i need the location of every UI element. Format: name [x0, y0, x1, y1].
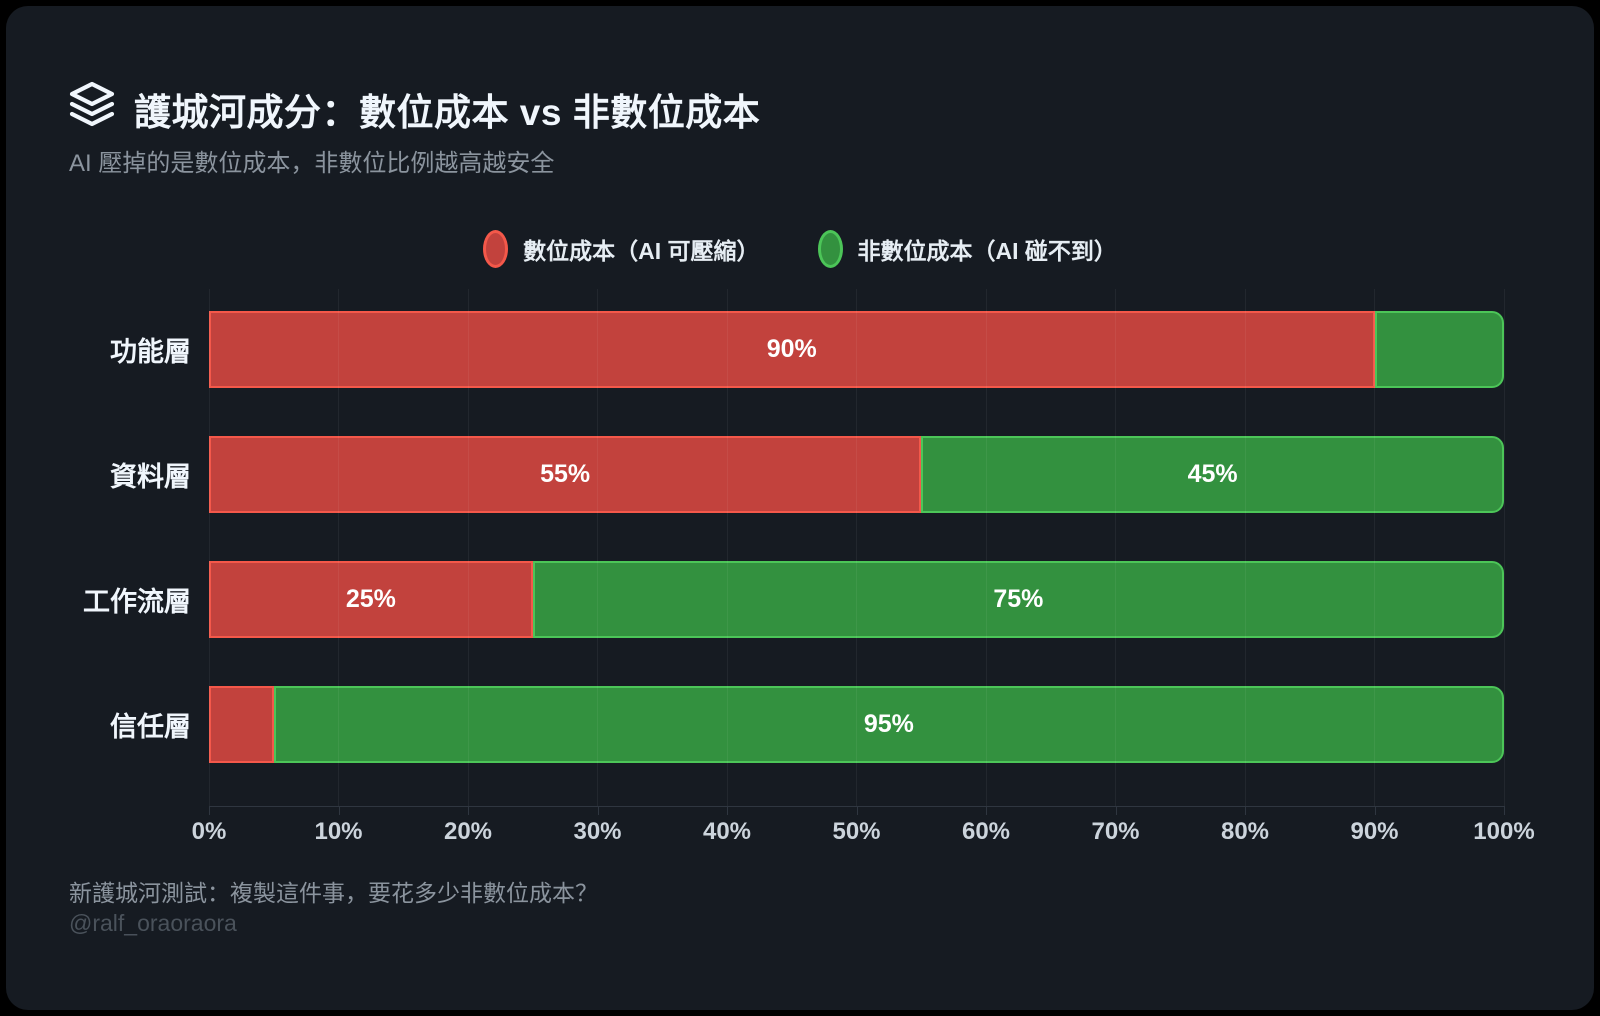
- bar-segment-nondigital: 75%: [532, 561, 1504, 638]
- x-tick-label: 0%: [191, 818, 227, 845]
- axis-tick: [986, 806, 987, 815]
- axis-tick: [338, 806, 340, 815]
- x-tick-label: 30%: [573, 818, 622, 845]
- bar-value-label: 45%: [1187, 460, 1238, 488]
- x-tick-label: 80%: [1220, 818, 1270, 845]
- page-title: 護城河成分：數位成本 vs 非數位成本: [134, 92, 761, 133]
- legend-item-nondigital: 非數位成本（AI 碰不到）: [817, 230, 1117, 268]
- axis-tick: [209, 806, 210, 815]
- bar-segment-nondigital: 95%: [273, 686, 1504, 763]
- axis-tick: [1245, 806, 1246, 815]
- chart-subtitle: AI 壓掉的是數位成本，非數位比例越高越安全: [69, 150, 555, 177]
- bar-segment-digital: 90%: [209, 311, 1375, 388]
- bar-row: 90%: [209, 311, 1504, 388]
- x-tick-label: 90%: [1350, 818, 1399, 845]
- bar-chart: 90% 55% 45% 25% 75% 95%: [208, 289, 1505, 806]
- axis-tick: [1115, 806, 1117, 815]
- bar-row: 95%: [209, 686, 1504, 763]
- legend-swatch-red: [483, 230, 509, 268]
- bar-value-label: 55%: [540, 460, 591, 488]
- x-tick-label: 60%: [961, 818, 1011, 845]
- bar-value-label: 90%: [766, 335, 817, 363]
- bar-value-label: 25%: [345, 585, 396, 613]
- bar-value-label: 75%: [993, 585, 1044, 613]
- x-tick-label: 10%: [314, 818, 363, 845]
- bar-segment-nondigital: 45%: [921, 436, 1504, 513]
- axis-tick: [1504, 806, 1505, 815]
- axis-tick: [597, 806, 599, 815]
- x-tick-label: 20%: [443, 818, 493, 845]
- footer-note: 新護城河測試：複製這件事，要花多少非數位成本？: [69, 880, 598, 906]
- bar-segment-digital: 55%: [209, 436, 922, 513]
- layers-icon: [69, 81, 115, 127]
- category-label: 信任層: [110, 712, 191, 742]
- axis-tick: [856, 806, 858, 815]
- x-tick-label: 50%: [832, 818, 881, 845]
- legend-label-digital: 數位成本（AI 可壓縮）: [523, 238, 760, 264]
- x-tick-label: 70%: [1091, 818, 1140, 845]
- legend-label-nondigital: 非數位成本（AI 碰不到）: [857, 238, 1117, 264]
- bar-segment-nondigital: [1374, 311, 1504, 388]
- legend-swatch-green: [817, 230, 843, 268]
- chart-panel: 護城河成分：數位成本 vs 非數位成本 AI 壓掉的是數位成本，非數位比例越高越…: [6, 6, 1594, 1010]
- category-label: 工作流層: [83, 587, 191, 617]
- axis-tick: [1374, 806, 1376, 815]
- bar-row: 25% 75%: [209, 561, 1504, 638]
- axis-tick: [468, 806, 469, 815]
- legend-item-digital: 數位成本（AI 可壓縮）: [483, 230, 760, 268]
- footer-handle: @ralf_oraoraora: [69, 910, 237, 936]
- x-tick-label: 100%: [1473, 818, 1535, 845]
- category-label: 資料層: [110, 462, 191, 492]
- x-tick-label: 40%: [702, 818, 752, 845]
- bar-segment-digital: 25%: [209, 561, 533, 638]
- axis-tick: [727, 806, 728, 815]
- bar-value-label: 95%: [863, 710, 914, 738]
- bar-segment-digital: [209, 686, 274, 763]
- category-label: 功能層: [110, 337, 191, 367]
- bar-row: 55% 45%: [209, 436, 1504, 513]
- chart-legend: 數位成本（AI 可壓縮） 非數位成本（AI 碰不到）: [6, 230, 1594, 268]
